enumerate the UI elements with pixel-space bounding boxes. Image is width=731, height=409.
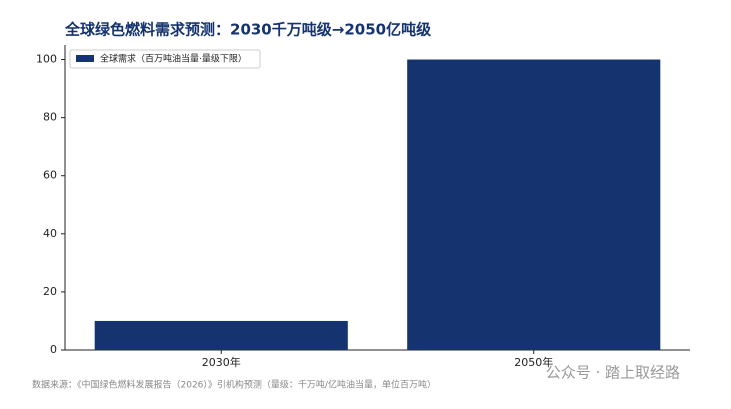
y-tick-label: 0 [50,343,57,356]
watermark: 公众号 · 踏上取经路 [546,364,680,382]
y-tick-label: 40 [43,227,57,240]
chart-title: 全球绿色燃料需求预测：2030千万吨级→2050亿吨级 [64,21,432,39]
x-tick-label: 2030年 [202,355,241,369]
x-tick-label: 2050年 [514,355,553,369]
y-tick-label: 20 [43,285,57,298]
legend-label: 全球需求（百万吨油当量·量级下限） [100,53,247,65]
y-tick-label: 80 [43,111,57,124]
legend-box [69,49,261,69]
bar [407,59,661,351]
y-tick-label: 60 [43,169,57,182]
bar [94,320,348,350]
footnote: 数据来源：《中国绿色燃料发展报告（2026）》引机构预测（量级：千万吨/亿吨油当… [32,379,436,391]
y-tick-label: 100 [36,53,57,66]
legend-swatch [76,55,94,62]
